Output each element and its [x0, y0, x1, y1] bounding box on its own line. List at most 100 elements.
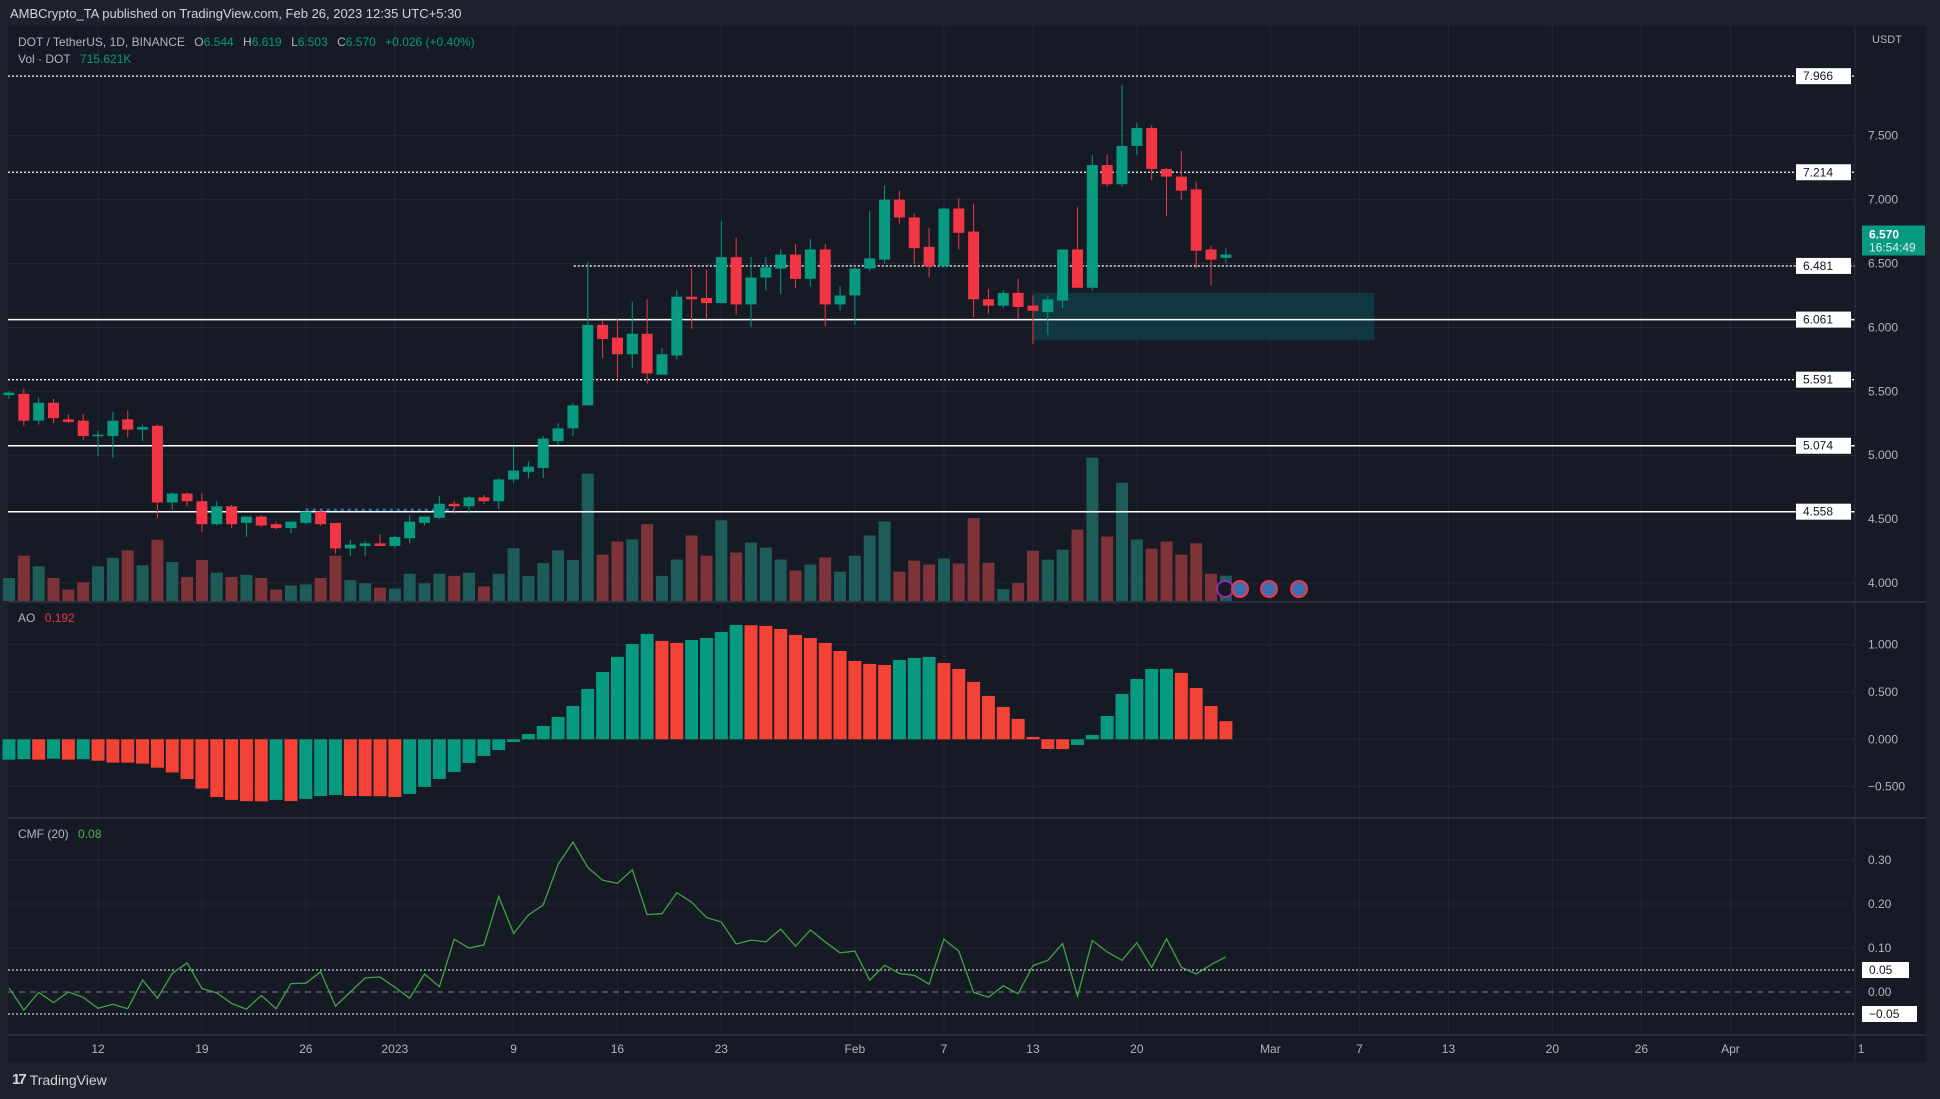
time-axis-label: 9	[510, 1042, 517, 1056]
ao-bar	[388, 739, 402, 797]
ao-bar	[729, 624, 743, 740]
volume-bar	[863, 535, 876, 601]
us-flag-event-icon	[1231, 580, 1249, 598]
cmf-label[interactable]: CMF (20)	[18, 827, 69, 841]
ao-bar	[937, 662, 951, 740]
ao-bar	[1100, 716, 1114, 740]
ao-bar	[1085, 734, 1099, 740]
candle-body	[938, 208, 950, 267]
ao-bar	[878, 664, 892, 740]
volume-bar	[3, 577, 15, 601]
ao-pane[interactable]	[2, 624, 1233, 802]
candle-body	[893, 199, 905, 218]
level-price-tag	[1796, 311, 1851, 328]
ao-bar	[447, 739, 461, 772]
time-axis-label: Feb	[845, 1042, 866, 1056]
us-flag-event-icon	[1260, 580, 1278, 598]
candle-body	[240, 516, 252, 523]
volume-bar	[834, 571, 847, 601]
candle-body	[671, 296, 683, 356]
candle-body	[1012, 292, 1024, 307]
volume-bar	[596, 554, 609, 601]
ao-bar	[863, 663, 877, 740]
candle-body	[804, 249, 816, 279]
ao-bar	[625, 643, 639, 740]
candle-body	[285, 521, 297, 529]
volume-bar	[1130, 539, 1143, 601]
volume-bar	[522, 575, 535, 601]
volume-bar	[477, 586, 490, 601]
volume-bar	[181, 576, 194, 601]
candle-body	[686, 296, 698, 300]
ao-bar	[655, 640, 669, 740]
level-price-tag	[1796, 437, 1851, 454]
time-axis-label: 26	[299, 1042, 313, 1056]
close-value: 6.570	[345, 35, 376, 49]
volume-bar	[967, 518, 980, 601]
price-axis-label: 5.500	[1868, 384, 1898, 398]
tradingview-footer[interactable]: 17 TradingView	[12, 1071, 107, 1088]
volume-bar	[388, 588, 401, 601]
volume-bar	[77, 582, 90, 601]
ao-bar	[996, 706, 1010, 740]
change-value: +0.026 (+0.40%)	[385, 35, 475, 49]
ao-bar	[121, 739, 135, 763]
current-price-label: 6.570	[1869, 228, 1899, 242]
candle-body	[1042, 299, 1054, 313]
currency-label[interactable]: USDT	[1872, 34, 1902, 46]
candle-body	[879, 199, 891, 260]
price-axis-label: 7.000	[1868, 193, 1898, 207]
ao-bar	[833, 650, 847, 740]
demand-zone-box	[1032, 292, 1375, 341]
cmf-pane[interactable]	[8, 840, 1855, 1015]
candle-body	[790, 254, 802, 279]
price-axis-label: 4.500	[1868, 512, 1898, 526]
close-label: C	[337, 35, 346, 49]
candle-body	[478, 497, 490, 502]
candle-body	[300, 511, 312, 523]
us-flag-event-icon	[1290, 580, 1308, 598]
volume-bar	[1190, 543, 1203, 601]
candle-body	[18, 393, 30, 421]
lightning-event-icon	[1216, 580, 1234, 598]
time-axis-label: Apr	[1721, 1042, 1740, 1056]
ao-bar	[47, 739, 61, 759]
symbol-name[interactable]: DOT / TetherUS, 1D, BINANCE	[18, 35, 185, 49]
ao-bar	[1056, 739, 1070, 750]
ao-bar	[714, 631, 728, 740]
candle-body	[1101, 165, 1113, 185]
price-axis-label: 4.000	[1868, 576, 1898, 590]
candle-body	[1027, 305, 1039, 311]
candle-body	[255, 516, 267, 526]
candle-body	[181, 493, 193, 502]
current-price-tag	[1862, 225, 1925, 256]
volume-bar	[418, 583, 431, 601]
volume-label[interactable]: Vol · DOT	[18, 52, 71, 66]
cmf-level-tag	[1862, 1006, 1917, 1022]
volume-bar	[745, 542, 757, 601]
candle-body	[745, 277, 757, 305]
price-pane[interactable]	[3, 75, 1855, 601]
volume-bar	[284, 585, 297, 601]
axes: 12 19 26 2023 9 16 23 Feb 7 13 20 Mar 7 13 20 26 Apr 1 7.5…	[8, 26, 1926, 1062]
ao-bar	[1145, 668, 1159, 740]
level-price-label: 6.061	[1803, 313, 1833, 327]
candle-body	[1220, 254, 1232, 258]
volume-bar	[403, 573, 416, 601]
ao-bar	[299, 739, 313, 799]
volume-bar	[1056, 549, 1069, 601]
candle-body	[730, 257, 742, 305]
candle-body	[522, 466, 534, 472]
time-axis-label: 13	[1442, 1042, 1456, 1056]
ao-label[interactable]: AO	[18, 611, 36, 625]
cmf-value: 0.08	[78, 827, 102, 841]
ao-bar	[284, 739, 298, 802]
time-axis-label: 23	[715, 1042, 729, 1056]
ao-bar	[521, 733, 535, 740]
volume-bar	[1175, 554, 1188, 601]
volume-bar	[314, 577, 327, 601]
ao-bar	[462, 739, 476, 763]
candle-body	[1205, 249, 1217, 260]
volume-bar	[106, 557, 119, 601]
